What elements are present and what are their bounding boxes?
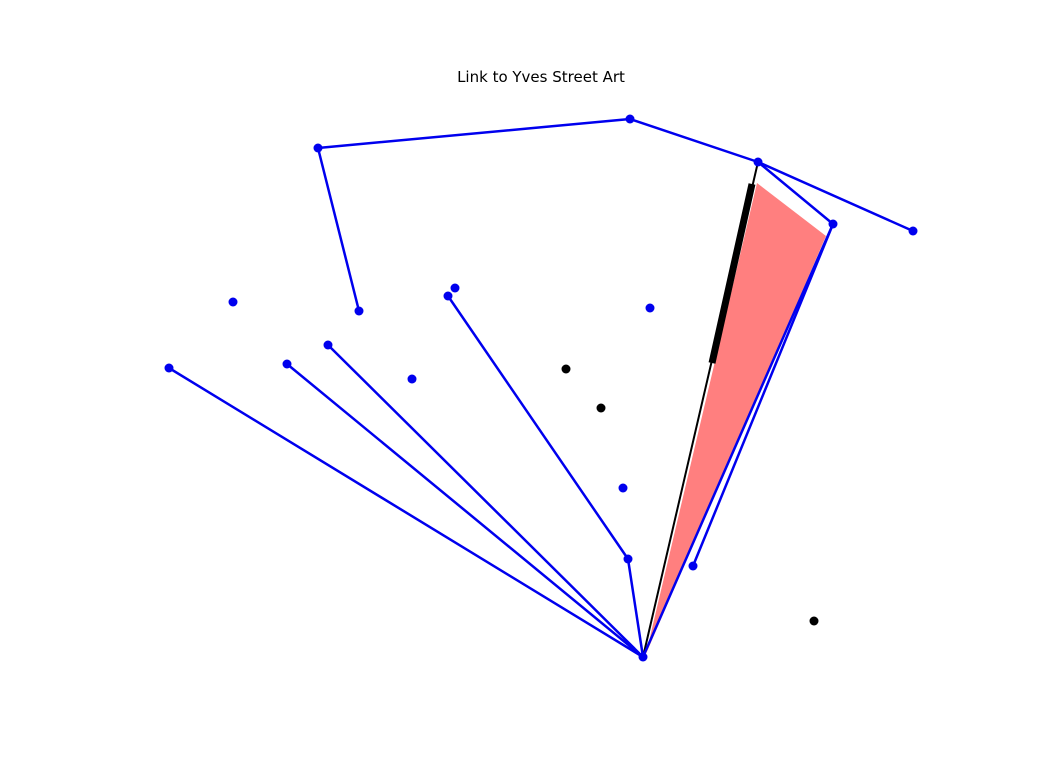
node-n-top-left xyxy=(313,143,323,153)
edge-n-hub-n-right-1 xyxy=(641,222,835,659)
node-n-mid-b xyxy=(623,554,633,564)
node-n-left-1 xyxy=(164,363,174,373)
node-n-right-low xyxy=(688,561,698,571)
node-n-top xyxy=(625,114,635,124)
edge-n-mid-b-n-mid-a xyxy=(446,294,630,561)
edge-layer xyxy=(167,117,915,659)
figure-title: Link to Yves Street Art xyxy=(457,68,625,86)
node-n-iso-1 xyxy=(228,297,238,307)
edge-n-hub-n-left-1 xyxy=(167,366,645,659)
node-n-left-3 xyxy=(323,340,333,350)
node-n-iso-3 xyxy=(407,374,417,384)
edge-n-top-right-n-top xyxy=(628,117,760,164)
edge-n-hub-n-mid-b xyxy=(626,557,645,659)
edge-n-top-left-n-lower-left xyxy=(316,146,361,313)
node-n-iso-4 xyxy=(645,303,655,313)
node-n-top-right xyxy=(753,157,763,167)
poi-p-2 xyxy=(596,403,606,413)
poi-p-1 xyxy=(561,364,571,374)
edge-n-hub-n-left-3 xyxy=(326,343,645,659)
node-n-mid-a xyxy=(443,291,453,301)
node-n-left-2 xyxy=(282,359,292,369)
highlight-wedge xyxy=(646,183,826,654)
node-n-iso-5 xyxy=(618,483,628,493)
node-n-right-2 xyxy=(908,226,918,236)
edge-n-right-1-n-top-right xyxy=(756,160,835,226)
poi-p-3 xyxy=(809,616,819,626)
wedge-layer xyxy=(646,183,826,654)
highlight-layer xyxy=(708,183,756,364)
edge-n-right-1-n-right-low xyxy=(691,222,835,568)
edge-n-top-right-n-right-2 xyxy=(756,160,915,233)
edge-n-top-n-top-left xyxy=(316,117,632,150)
poi-layer xyxy=(561,364,819,626)
node-n-right-1 xyxy=(828,219,838,229)
node-n-hub xyxy=(638,652,648,662)
highlight-segment xyxy=(708,183,756,364)
node-n-iso-2 xyxy=(450,283,460,293)
node-layer xyxy=(164,114,918,662)
edge-n-hub-n-left-2 xyxy=(285,362,645,659)
node-n-lower-left xyxy=(354,306,364,316)
